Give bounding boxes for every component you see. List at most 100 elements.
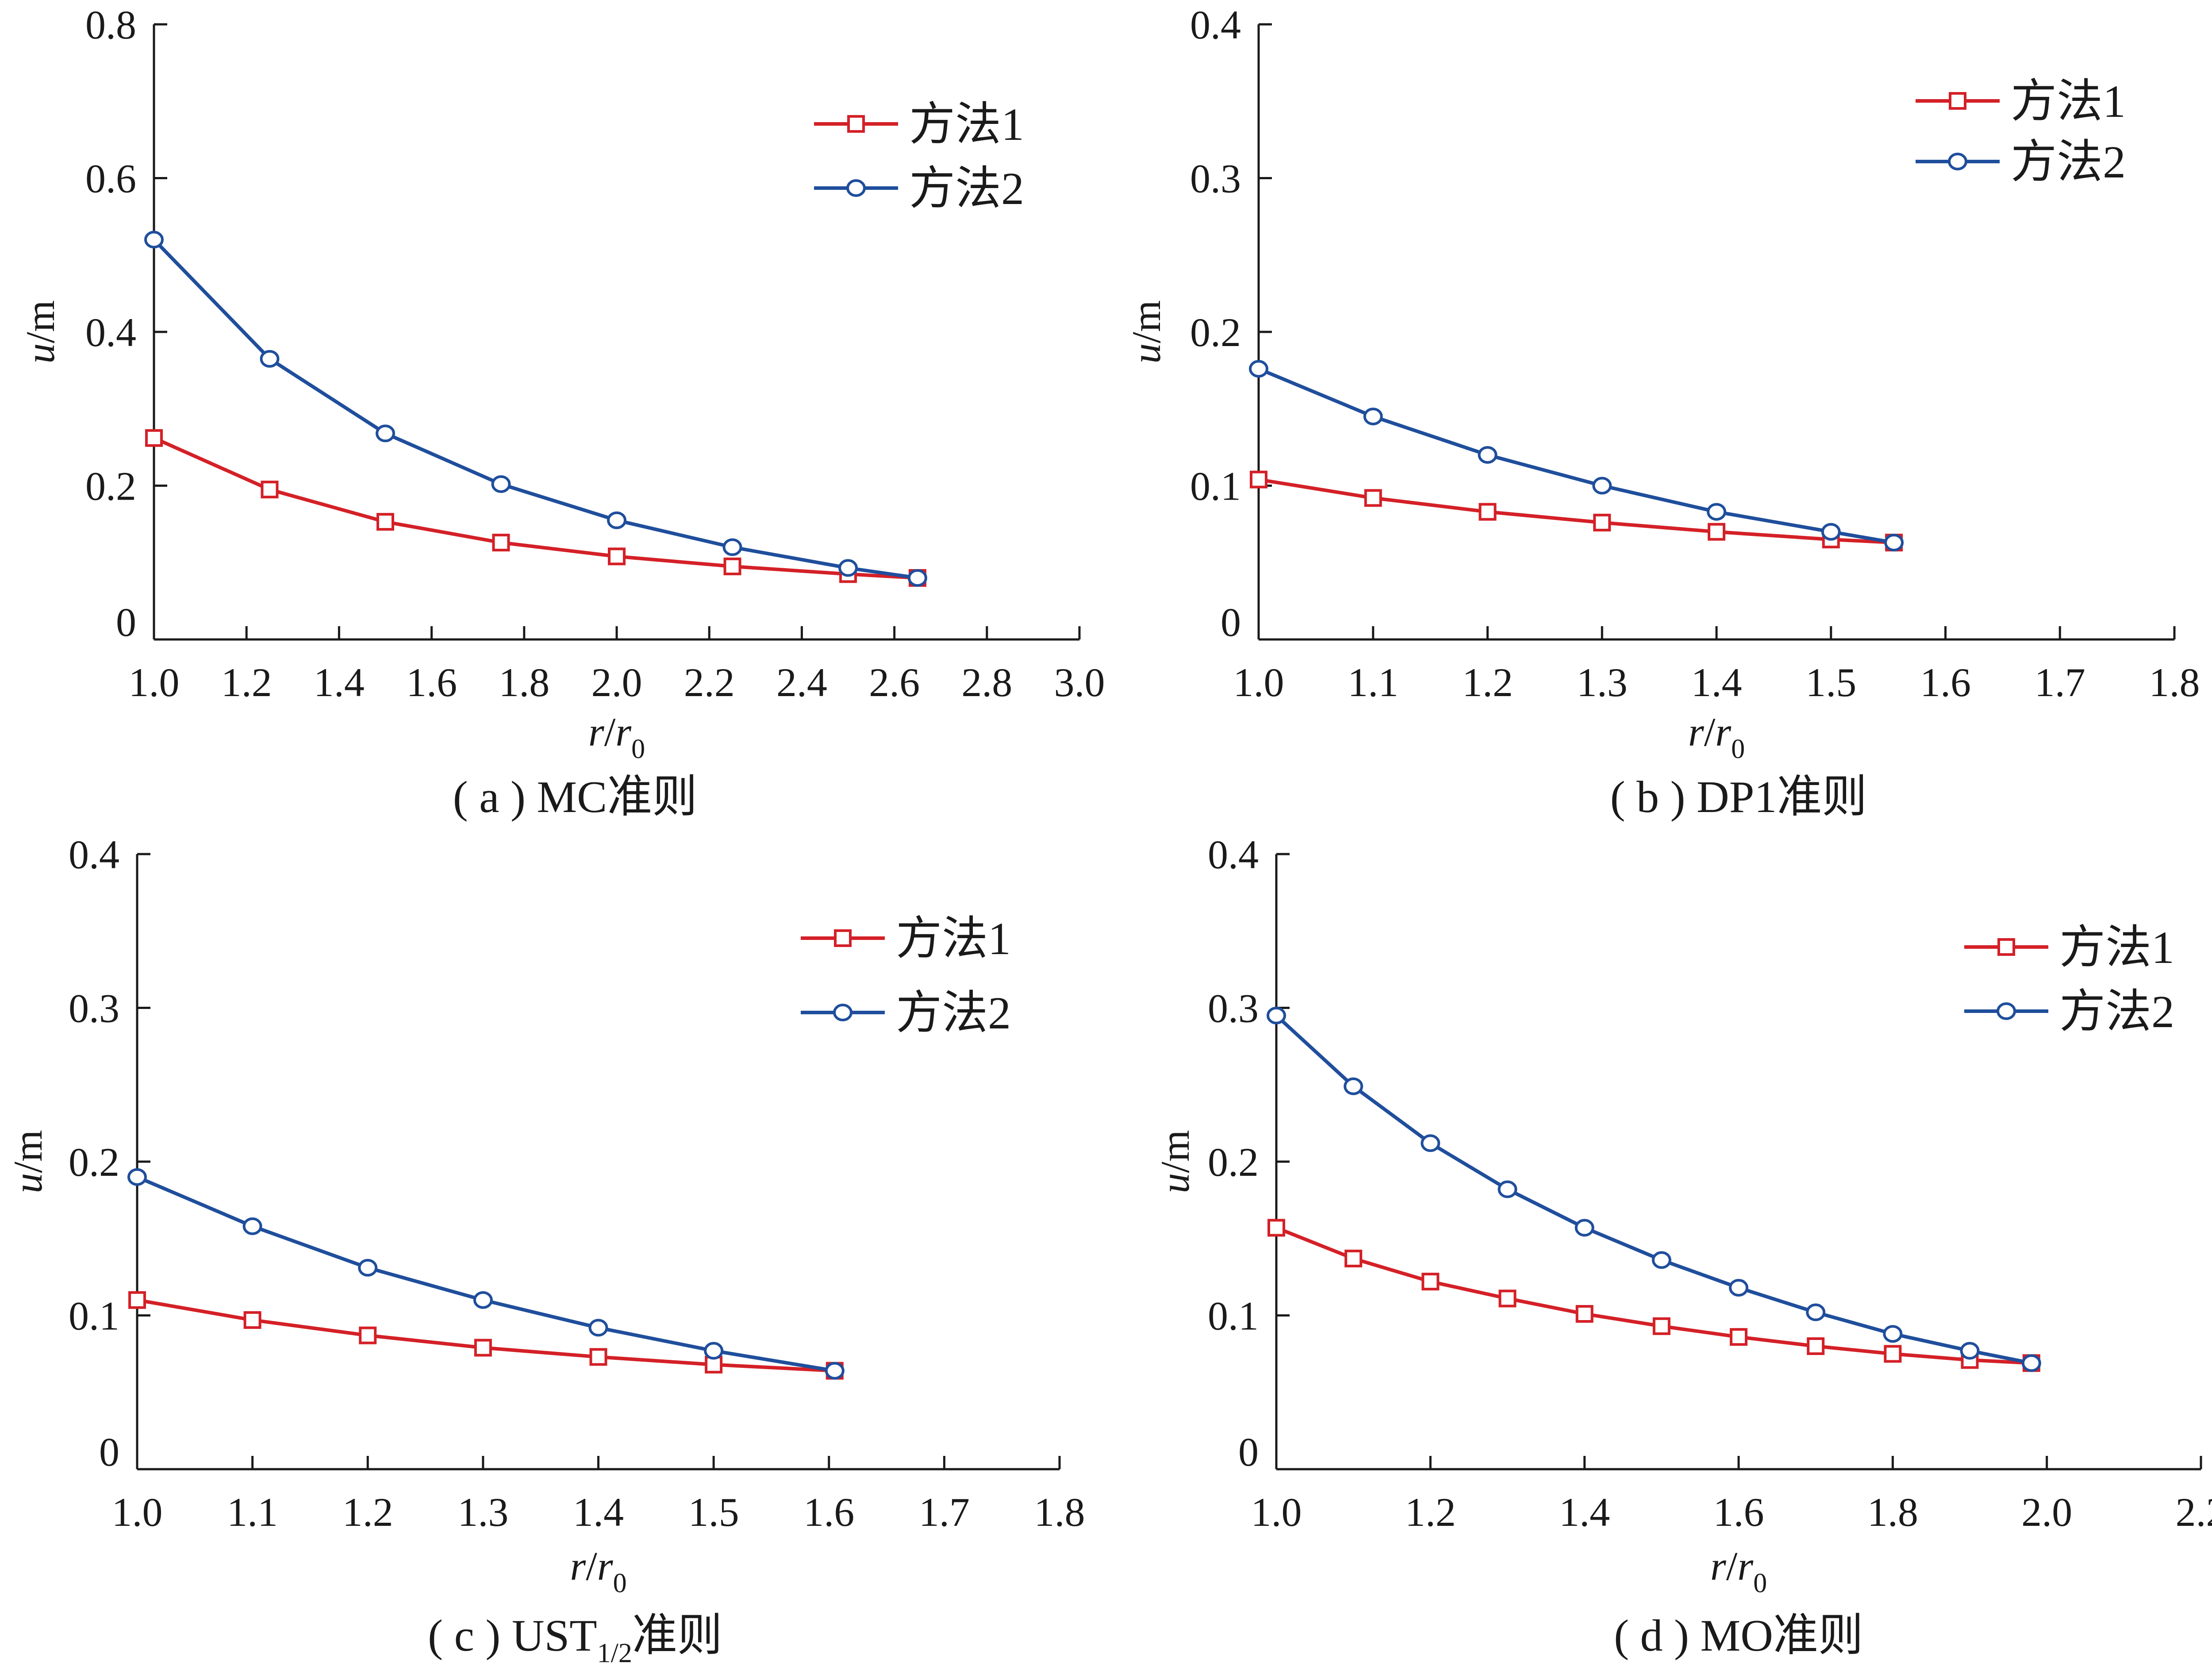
- data-point: [1593, 513, 1611, 531]
- data-point: [474, 1339, 492, 1357]
- data-point: [1884, 1345, 1902, 1363]
- data-point: [1884, 534, 1904, 552]
- data-point: [144, 231, 164, 249]
- legend-marker: [833, 1004, 853, 1021]
- data-point: [825, 1362, 845, 1380]
- x-axis-label: r/r0: [1688, 709, 1745, 764]
- series-line: [153, 436, 918, 580]
- y-tick-label: 0.1: [69, 1294, 119, 1339]
- data-point: [1707, 503, 1726, 521]
- data-point: [376, 513, 394, 531]
- y-axis-label-var: u: [1124, 343, 1169, 364]
- x-tick-label: 1.2: [221, 660, 272, 705]
- x-tick-label: 3.0: [1054, 660, 1105, 705]
- legend-label: 方法1: [2011, 76, 2126, 127]
- y-axis-label: u/m: [1152, 1130, 1198, 1193]
- data-point: [1708, 523, 1725, 541]
- y-tick-label: 0.4: [1208, 832, 1259, 877]
- data-point: [907, 569, 927, 587]
- data-point: [1249, 360, 1268, 378]
- x-tick-label: 1.1: [227, 1490, 278, 1535]
- x-tick-label: 1.3: [1577, 660, 1628, 705]
- panel-caption: ( a ) MC准则: [453, 772, 697, 822]
- caption-main: UST: [512, 1611, 597, 1661]
- legend-label: 方法2: [896, 988, 1011, 1039]
- data-point: [1883, 1325, 1903, 1343]
- x-axis-label-var: r: [570, 1544, 586, 1589]
- x-axis-label: r/r0: [588, 709, 645, 764]
- x-tick-label: 1.1: [1348, 660, 1398, 705]
- x-axis-label-sub: 0: [613, 1568, 627, 1598]
- series-1: [1250, 470, 1903, 552]
- x-tick-label: 1.5: [1805, 660, 1856, 705]
- legend-label: 方法2: [909, 163, 1024, 214]
- x-tick-label: 1.8: [1867, 1490, 1918, 1535]
- data-point: [128, 1291, 146, 1309]
- data-point: [1421, 1273, 1440, 1291]
- y-axis-label-unit: /m: [5, 1130, 50, 1173]
- data-point: [243, 1311, 261, 1329]
- data-point: [1806, 1303, 1826, 1321]
- data-point: [1960, 1342, 1980, 1360]
- x-axis-label-slash: /: [604, 709, 616, 755]
- y-axis-label: u/m: [5, 1130, 50, 1193]
- series-2: [1267, 1006, 2041, 1372]
- x-axis-label-slash: /: [586, 1544, 597, 1589]
- x-tick-label: 2.6: [869, 660, 920, 705]
- data-point: [1821, 523, 1841, 541]
- legend-label: 方法2: [2059, 986, 2174, 1037]
- panel-caption: ( c ) UST1/2准则: [428, 1611, 722, 1667]
- data-point: [1267, 1219, 1285, 1237]
- y-tick-label: 0.2: [1208, 1140, 1259, 1185]
- x-tick-label: 1.2: [1405, 1490, 1456, 1535]
- legend-label: 方法1: [909, 99, 1024, 150]
- y-tick-label: 0.4: [1190, 2, 1241, 47]
- legend-marker: [1997, 938, 2015, 956]
- x-axis-label-var: r: [588, 709, 605, 755]
- x-tick-label: 1.7: [2035, 660, 2085, 705]
- caption-main: MO准则: [1701, 1611, 1863, 1661]
- y-axis-label: u/m: [18, 300, 63, 363]
- data-point: [589, 1348, 607, 1366]
- x-tick-label: 1.3: [457, 1490, 508, 1535]
- caption-main: DP1准则: [1697, 772, 1867, 822]
- legend-marker: [1949, 92, 1966, 110]
- legend-marker: [847, 115, 865, 133]
- x-tick-label: 1.4: [1691, 660, 1742, 705]
- data-point: [1363, 408, 1383, 426]
- data-point: [359, 1326, 377, 1344]
- legend-marker: [1948, 153, 1967, 170]
- x-axis-label-slash: /: [1726, 1544, 1738, 1589]
- data-point: [838, 559, 858, 577]
- legend-marker: [834, 929, 852, 947]
- data-point: [1575, 1305, 1594, 1323]
- legend-label: 方法2: [2011, 137, 2126, 188]
- x-axis-label-var2: r: [597, 1544, 614, 1589]
- x-tick-label: 1.7: [919, 1490, 970, 1535]
- data-point: [1498, 1180, 1517, 1198]
- series-2: [144, 231, 927, 587]
- legend-marker: [1997, 1002, 2016, 1020]
- data-point: [473, 1291, 493, 1309]
- x-axis-label-var2: r: [615, 709, 632, 755]
- series-line: [137, 1298, 835, 1373]
- panel-caption: ( d ) MO准则: [1614, 1611, 1863, 1661]
- data-point: [1730, 1328, 1747, 1346]
- y-tick-label: 0.2: [1190, 310, 1241, 355]
- x-axis-label-var: r: [1688, 709, 1705, 755]
- data-point: [1729, 1278, 1748, 1297]
- data-point: [722, 538, 742, 556]
- y-tick-label: 0.8: [85, 2, 136, 47]
- data-point: [1807, 1337, 1825, 1355]
- y-tick-label: 0.6: [85, 156, 136, 201]
- caption-suffix: 准则: [632, 1611, 722, 1661]
- data-point: [242, 1217, 262, 1235]
- x-axis-label-sub: 0: [1731, 734, 1745, 764]
- data-point: [608, 547, 626, 566]
- data-point: [261, 481, 279, 499]
- x-axis-label-var2: r: [1737, 1544, 1754, 1589]
- data-point: [1592, 477, 1612, 495]
- y-tick-label: 0.3: [1190, 156, 1241, 201]
